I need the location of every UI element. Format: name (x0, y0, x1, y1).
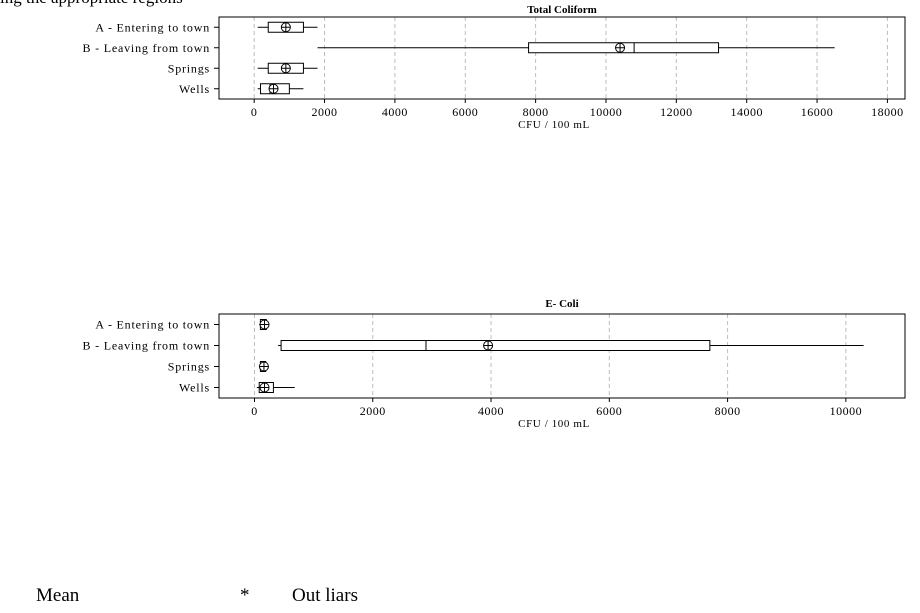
e-coli-x-tick-label: 10000 (830, 404, 863, 418)
e-coli-chart: E- Coli 0 2000 4000 6000 8000 10000 CFU / 100 m… (83, 298, 906, 430)
total-coliform-x-axis-title: CFU / 100 mL (518, 119, 590, 131)
e-coli-x-tick-label: 0 (251, 404, 258, 418)
total-coliform-title: Total Coliform (527, 4, 597, 16)
e-coli-x-tick-label: 2000 (360, 404, 386, 418)
e-coli-plot-frame (218, 313, 906, 399)
total-coliform-x-tick-label: 4000 (382, 105, 408, 119)
total-coliform-x-tick-label: 12000 (660, 105, 693, 119)
e-coli-x-tick-label: 4000 (478, 404, 504, 418)
total-coliform-category-label: A - Entering to town (95, 20, 210, 34)
e-coli-category-label: Springs (168, 360, 210, 374)
e-coli-x-axis-title: CFU / 100 mL (518, 418, 590, 430)
legend-outlier-symbol: * (240, 585, 250, 606)
e-coli-box (280, 340, 711, 351)
total-coliform-x-tick-label: 18000 (871, 105, 904, 119)
e-coli-title: E- Coli (545, 298, 578, 310)
e-coli-category-label: Wells (179, 381, 210, 395)
page-header-text: ing the appropriate regions (0, 0, 183, 8)
total-coliform-plot-frame (218, 16, 906, 100)
total-coliform-category-label: Wells (179, 82, 210, 96)
total-coliform-x-tick-label: 6000 (452, 105, 478, 119)
total-coliform-chart: Total Coliform 0 2000 4000 6000 8000 10000 1200… (83, 4, 906, 131)
total-coliform-x-tick-label: 16000 (801, 105, 834, 119)
total-coliform-category-label: B - Leaving from town (83, 41, 210, 55)
total-coliform-category-label: Springs (168, 61, 210, 75)
e-coli-x-tick-label: 8000 (715, 404, 741, 418)
legend-outlier-label: Out liars (292, 585, 358, 606)
e-coli-category-label: A - Entering to town (95, 318, 210, 332)
total-coliform-x-tick-label: 14000 (730, 105, 763, 119)
legend-mean-label: Mean (36, 585, 80, 606)
e-coli-x-tick-label: 6000 (596, 404, 622, 418)
total-coliform-x-tick-label: 10000 (590, 105, 623, 119)
total-coliform-x-tick-label: 2000 (312, 105, 338, 119)
e-coli-category-label: B - Leaving from town (83, 339, 210, 353)
total-coliform-x-tick-label: 0 (251, 105, 258, 119)
total-coliform-x-tick-label: 8000 (523, 105, 549, 119)
